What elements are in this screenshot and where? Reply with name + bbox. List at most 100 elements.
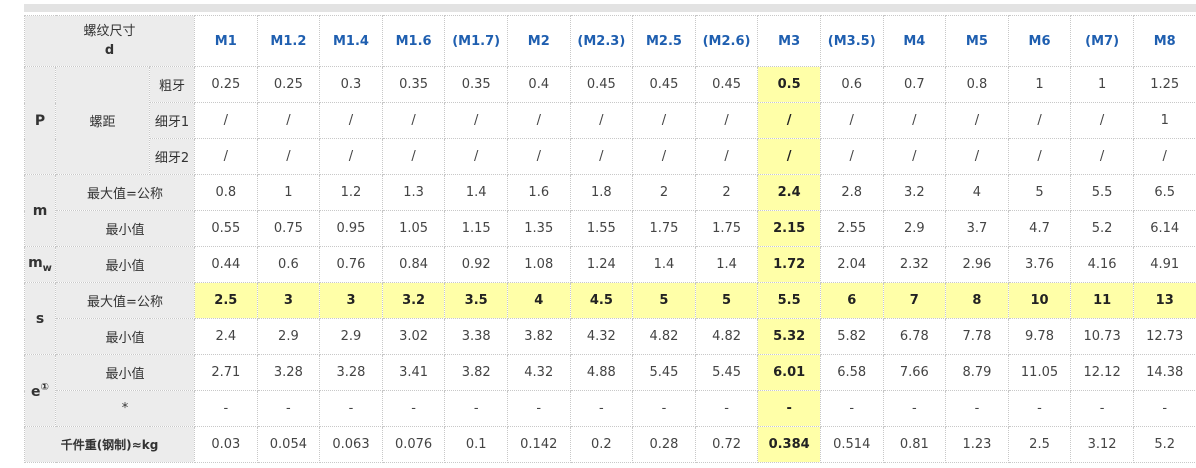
thread-size-header: 螺纹尺寸 d: [24, 15, 195, 67]
m-min-cell: 0.75: [256, 210, 321, 247]
e-min-cell: 12.12: [1070, 354, 1134, 391]
weight-cell: 0.142: [506, 426, 571, 463]
e-star-cell: -: [694, 390, 759, 427]
s-max-cell: 4.5: [569, 282, 634, 319]
weight-cell: 0.03: [194, 426, 258, 463]
size-header: M8: [1132, 15, 1196, 67]
m-max-cell: 0.8: [194, 174, 258, 211]
row-weight: 千件重(钢制)≈kg 0.03 0.054 0.063 0.076 0.1 0.142 0.…: [24, 426, 1196, 463]
weight-cell: 0.2: [569, 426, 634, 463]
mw-min-cell: 2.04: [819, 246, 884, 283]
weight-cell: 0.28: [632, 426, 696, 463]
m-min-cell: 6.14: [1132, 210, 1196, 247]
e-star-cell: -: [569, 390, 634, 427]
row-m-max: m 最大值=公称 0.8 1 1.2 1.3 1.4 1.6 1.8 2 2 2.4 2.8 3.2 4…: [24, 174, 1196, 247]
mw-min-label: 最小值: [55, 246, 195, 283]
fine1-pitch-cell: /: [632, 102, 696, 139]
weight-cell: 2.5: [1007, 426, 1072, 463]
e-min-cell: 3.41: [381, 354, 446, 391]
top-separator-bar: [24, 4, 1196, 12]
fine1-pitch-cell: /: [882, 102, 947, 139]
weight-cell: 3.12: [1070, 426, 1134, 463]
row-fine-pitch-1: 细牙1 // / / / / / / / / / / / //1: [25, 102, 1196, 139]
fine2-label: 细牙2: [149, 138, 195, 175]
fine2-pitch-cell: /: [1132, 138, 1196, 175]
row-coarse-pitch: P 螺距 粗牙 0.25 0.25 0.3 0.35 0.35 0.4 0.45 0.45 0.…: [24, 66, 1196, 175]
coarse-pitch-cell: 1.25: [1132, 66, 1196, 103]
weight-cell: 0.72: [694, 426, 759, 463]
row-s-max: s 最大值=公称 2.5 3 3 3.2 3.5 4 4.5 5 5 5.5 6 7 8 10 11 13: [24, 282, 1196, 355]
fine2-pitch-cell: /: [694, 138, 759, 175]
m-max-cell: 1.4: [444, 174, 508, 211]
fine2-pitch-cell: /: [1070, 138, 1134, 175]
coarse-pitch-cell: 0.45: [694, 66, 759, 103]
s-min-cell: 7.78: [945, 318, 1009, 355]
e-min-cell: 4.88: [569, 354, 634, 391]
m-min-cell: 3.7: [945, 210, 1009, 247]
fine1-pitch-cell: /: [569, 102, 634, 139]
e-min-cell: 5.45: [694, 354, 759, 391]
row-e-min: e① 最小值 2.71 3.28 3.28 3.41 3.82 4.32 4.88 5.45 5…: [24, 354, 1196, 427]
fine1-pitch-cell: /: [194, 102, 258, 139]
size-header: M2.5: [632, 15, 696, 67]
coarse-pitch-cell: 0.25: [194, 66, 258, 103]
coarse-pitch-cell: 0.35: [444, 66, 508, 103]
e-min-label: 最小值: [55, 354, 195, 391]
coarse-pitch-cell: 0.3: [319, 66, 383, 103]
mw-min-cell: 3.76: [1007, 246, 1072, 283]
mw-min-cell: 0.92: [444, 246, 508, 283]
e-min-cell: 11.05: [1007, 354, 1072, 391]
s-max-cell: 7: [882, 282, 947, 319]
m-max-cell: 2: [694, 174, 759, 211]
s-min-cell: 3.82: [506, 318, 571, 355]
fine2-pitch-cell: /: [506, 138, 571, 175]
s-max-cell: 13: [1132, 282, 1196, 319]
mw-min-cell: 0.44: [194, 246, 258, 283]
m-max-cell: 2: [632, 174, 696, 211]
m-max-label: 最大值=公称: [55, 174, 195, 211]
weight-cell: 1.23: [945, 426, 1009, 463]
row-mw-min: mw 最小值 0.44 0.6 0.76 0.84 0.92 1.08 1.24 1.4 1.4…: [24, 246, 1196, 283]
e-star-cell: -: [1007, 390, 1072, 427]
s-max-cell: 3: [319, 282, 383, 319]
m-min-cell: 1.05: [381, 210, 446, 247]
mw-min-cell: 2.32: [882, 246, 947, 283]
coarse-pitch-cell: 0.45: [632, 66, 696, 103]
e-star-cell: -: [632, 390, 696, 427]
weight-cell: 0.514: [819, 426, 884, 463]
m-symbol: m: [24, 174, 56, 247]
e-symbol: e①: [24, 354, 56, 427]
m-max-cell: 1: [256, 174, 321, 211]
e-symbol-base: e: [31, 383, 41, 400]
m-max-cell: 5.5: [1070, 174, 1134, 211]
size-header: M6: [1007, 15, 1072, 67]
s-max-cell: 5.5: [757, 282, 821, 319]
m-min-cell: 1.35: [506, 210, 571, 247]
mw-min-cell: 0.6: [256, 246, 321, 283]
row-fine-pitch-2: 细牙2 // / / / / / / / / / / / / / /: [25, 138, 1196, 175]
fine1-pitch-cell: /: [319, 102, 383, 139]
mw-min-cell: 0.76: [319, 246, 383, 283]
mw-min-cell: 1.4: [694, 246, 759, 283]
m-min-cell: 2.15: [757, 210, 821, 247]
m-min-cell: 1.75: [632, 210, 696, 247]
fine1-pitch-cell: /: [444, 102, 508, 139]
m-min-cell: 1.75: [694, 210, 759, 247]
size-header: (M2.6): [694, 15, 759, 67]
size-header: M5: [945, 15, 1009, 67]
coarse-label: 粗牙: [149, 66, 195, 103]
m-max-cell: 5: [1007, 174, 1072, 211]
weight-cell: 0.063: [319, 426, 383, 463]
e-min-cell: 14.38: [1132, 354, 1196, 391]
m-min-cell: 5.2: [1070, 210, 1134, 247]
fine2-pitch-cell: /: [256, 138, 321, 175]
m-max-cell: 3.2: [882, 174, 947, 211]
m-min-cell: 1.15: [444, 210, 508, 247]
fine1-label: 细牙1: [149, 102, 195, 139]
s-max-label: 最大值=公称: [55, 282, 195, 319]
fine1-pitch-cell: /: [1007, 102, 1072, 139]
m-min-cell: 4.7: [1007, 210, 1072, 247]
e-star-cell: -: [882, 390, 947, 427]
e-star-cell: -: [256, 390, 321, 427]
m-max-cell: 1.8: [569, 174, 634, 211]
